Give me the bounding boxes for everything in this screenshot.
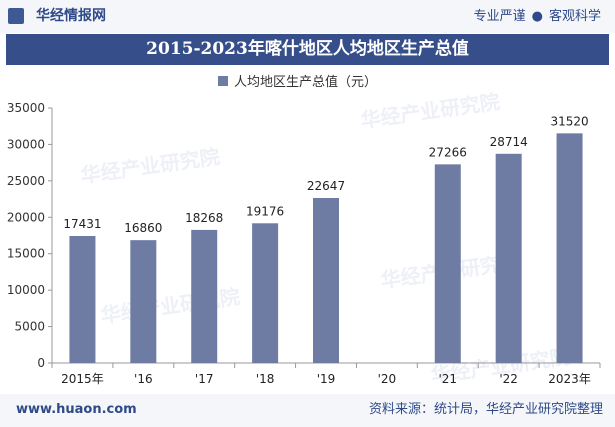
y-tick-label: 20000 [7, 210, 45, 224]
bar [434, 164, 461, 363]
bar-value-label: 28714 [490, 135, 528, 149]
bar-value-label: 19176 [246, 204, 284, 218]
bar [495, 153, 522, 363]
bar [313, 198, 339, 363]
bar-value-label: 16860 [124, 221, 162, 235]
footer-source: 资料来源：统计局，华经产业研究院整理 [368, 402, 603, 417]
tagline-left: 专业严谨 [473, 9, 526, 24]
tagline-right: 客观科学 [548, 9, 601, 24]
x-tick-label: 2015年 [61, 372, 104, 386]
chart-title: 2015-2023年喀什地区人均地区生产总值 [146, 39, 469, 59]
footer-url: www.huaon.com [16, 402, 137, 417]
y-tick-label: 0 [37, 356, 45, 370]
x-tick-label: '21 [438, 372, 457, 386]
tagline: 专业严谨 ● 客观科学 [474, 9, 601, 25]
logo-icon [8, 8, 24, 24]
bar-value-label: 31520 [550, 114, 588, 128]
title-bar: 2015-2023年喀什地区人均地区生产总值 [6, 34, 609, 65]
x-tick-label: '16 [134, 372, 153, 386]
tagline-dot: ● [531, 9, 543, 24]
top-bar: 华经情报网 专业严谨 ● 客观科学 [0, 0, 615, 33]
bar-chart: 人均地区生产总值（元） 0 5000 10000 15000 20000 25000 3000… [7, 74, 601, 386]
y-tick-label: 25000 [7, 174, 45, 188]
y-tick-label: 10000 [7, 283, 45, 297]
bar [191, 229, 218, 363]
y-tick-label: 30000 [7, 137, 45, 151]
legend-label: 人均地区生产总值（元） [234, 74, 377, 90]
bar [130, 240, 157, 363]
footer-bar: www.huaon.com 资料来源：统计局，华经产业研究院整理 [0, 394, 615, 427]
bar [252, 223, 279, 363]
y-tick-label: 15000 [7, 247, 45, 261]
bar [556, 133, 583, 363]
x-tick-label: 2023年 [548, 372, 591, 386]
x-tick-label: '20 [378, 372, 397, 386]
x-tick-label: '18 [256, 372, 275, 386]
y-tick-label: 35000 [7, 101, 45, 115]
x-tick-label: '17 [195, 372, 214, 386]
site-name: 华经情报网 [36, 8, 106, 24]
legend-swatch [218, 76, 228, 86]
y-tick-label: 5000 [14, 320, 45, 334]
bar-value-label: 17431 [63, 217, 101, 231]
x-tick-label: '19 [317, 372, 336, 386]
bar-value-label: 27266 [429, 145, 467, 159]
bar-value-label: 22647 [307, 179, 345, 193]
bar [69, 236, 96, 363]
x-tick-label: '22 [499, 372, 518, 386]
bar-value-label: 18268 [185, 211, 223, 225]
